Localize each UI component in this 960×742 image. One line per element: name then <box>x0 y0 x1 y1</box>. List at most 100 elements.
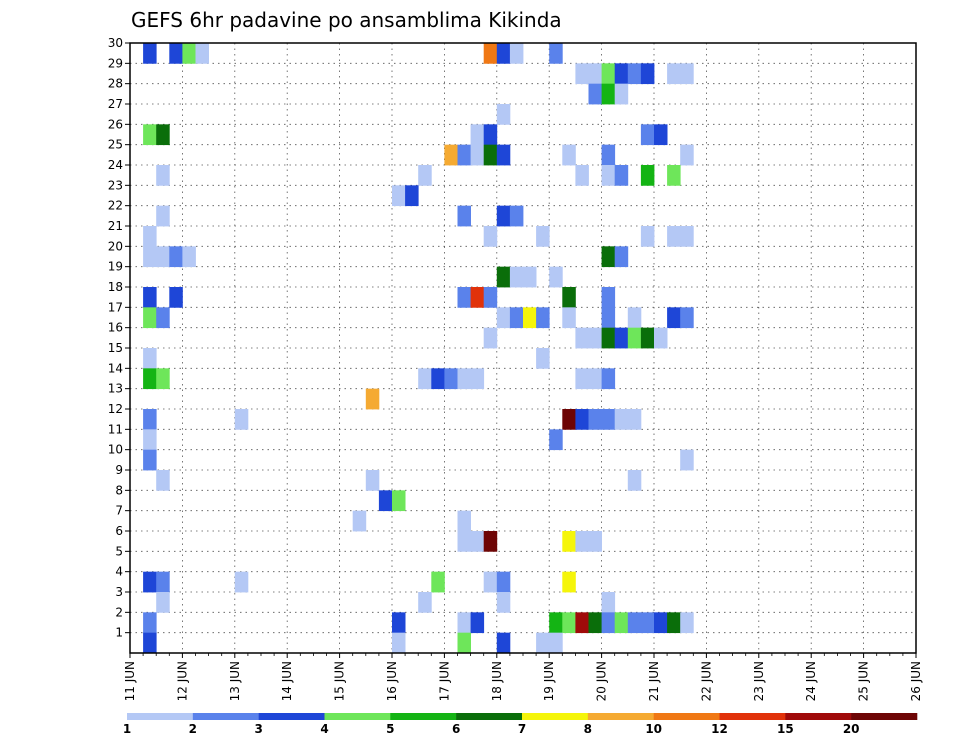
heatmap-cell <box>536 348 550 369</box>
y-tick-label: 5 <box>115 544 123 558</box>
heatmap-cell <box>627 612 642 634</box>
heatmap-cell <box>575 165 589 186</box>
y-tick-label: 16 <box>108 321 123 335</box>
plot-frame <box>129 42 917 654</box>
heatmap-cell <box>680 449 694 471</box>
heatmap-cell <box>614 165 629 186</box>
legend-label: 2 <box>189 722 197 736</box>
heatmap-cell <box>418 592 432 613</box>
heatmap-cell <box>483 327 498 349</box>
legend-label: 20 <box>843 722 860 736</box>
heatmap-cell <box>392 490 406 512</box>
heatmap-cell <box>562 531 576 552</box>
heatmap-cell <box>182 43 196 64</box>
x-tick-label: 16 JUN <box>385 661 399 701</box>
y-tick-label: 24 <box>108 158 123 172</box>
heatmap-cell <box>483 124 498 146</box>
heatmap-cell <box>496 104 511 125</box>
heatmap-cell <box>601 307 616 329</box>
heatmap-cell <box>614 612 629 634</box>
heatmap-cell <box>470 531 485 552</box>
x-tick-label: 23 JUN <box>752 661 766 701</box>
legend-label: 15 <box>777 722 794 736</box>
heatmap-cell <box>143 368 157 390</box>
heatmap-cell <box>431 368 445 390</box>
heatmap-cell <box>483 226 498 247</box>
legend-label: 8 <box>584 722 592 736</box>
legend-label: 4 <box>320 722 328 736</box>
heatmap-cell <box>601 287 616 308</box>
legend-swatch <box>785 713 852 720</box>
heatmap-cell <box>549 632 563 654</box>
x-tick-label: 13 JUN <box>228 661 242 701</box>
heatmap-cell <box>156 470 170 491</box>
y-tick-label: 26 <box>108 117 123 131</box>
heatmap-cell <box>496 307 511 329</box>
legend-label: 10 <box>645 722 662 736</box>
heatmap-cell <box>575 612 589 634</box>
heatmap-cell <box>575 409 589 430</box>
heatmap-cell <box>640 63 655 85</box>
heatmap-cell <box>457 144 471 166</box>
heatmap-cell <box>614 63 629 85</box>
heatmap-cell <box>640 226 655 247</box>
heatmap-cell <box>562 612 576 634</box>
heatmap-cell <box>509 43 524 64</box>
heatmap-cell <box>536 226 550 247</box>
heatmap-cell <box>470 368 485 390</box>
x-tick-label: 24 JUN <box>804 661 818 701</box>
heatmap-cell <box>627 307 642 329</box>
y-tick-label: 11 <box>108 422 123 436</box>
y-tick-label: 22 <box>108 199 123 213</box>
heatmap-cell <box>156 205 170 227</box>
y-tick-label: 30 <box>108 36 123 50</box>
heatmap-cell <box>562 571 576 593</box>
heatmap-cell <box>392 632 406 654</box>
y-tick-label: 10 <box>108 443 123 457</box>
y-tick-label: 23 <box>108 178 123 192</box>
x-tick-label: 20 JUN <box>595 661 609 701</box>
heatmap-cell <box>640 612 655 634</box>
heatmap-cell <box>483 43 498 64</box>
y-tick-label: 14 <box>108 361 123 375</box>
heatmap-cell <box>549 429 563 451</box>
legend-swatch <box>653 713 720 720</box>
x-axis: 11 JUN 12 JUN 13 JUN 14 JUN 15 JUN 16 JUN 17 J… <box>123 653 923 701</box>
color-legend: 1 2 3 4 5 6 7 8 10 12 15 20 <box>123 713 918 736</box>
heatmap-cell <box>614 246 629 268</box>
x-tick-label: 14 JUN <box>280 661 294 701</box>
x-tick-label: 25 JUN <box>857 661 871 701</box>
legend-label: 5 <box>386 722 394 736</box>
x-tick-label: 17 JUN <box>437 661 451 701</box>
heatmap-cell <box>418 165 432 186</box>
heatmap-cell <box>654 124 668 146</box>
y-tick-label: 4 <box>115 565 123 579</box>
heatmap-cell <box>470 144 485 166</box>
heatmap-cell <box>457 612 471 634</box>
heatmap-cell <box>182 246 196 268</box>
heatmap-cell <box>418 368 432 390</box>
heatmap-cell <box>457 510 471 532</box>
heatmap-cell <box>640 327 655 349</box>
legend-label: 12 <box>711 722 728 736</box>
heatmap-cell <box>156 246 170 268</box>
heatmap-cell <box>234 409 249 430</box>
heatmap-cell <box>365 388 380 410</box>
heatmap-cell <box>392 185 406 207</box>
y-tick-label: 8 <box>115 483 123 497</box>
heatmap-cell <box>667 612 681 634</box>
heatmap-cell <box>614 409 629 430</box>
heatmap-cell <box>588 83 602 105</box>
heatmap-cell <box>156 307 170 329</box>
heatmap-cell <box>640 165 655 186</box>
y-tick-label: 25 <box>108 138 123 152</box>
y-tick-label: 28 <box>108 77 123 91</box>
y-tick-label: 1 <box>115 626 123 640</box>
heatmap-cell <box>156 368 170 390</box>
x-tick-label: 19 JUN <box>542 661 556 701</box>
heatmap-cell <box>614 83 629 105</box>
heatmap-cell <box>143 409 157 430</box>
heatmap-cell <box>588 531 602 552</box>
heatmap-cell <box>575 368 589 390</box>
